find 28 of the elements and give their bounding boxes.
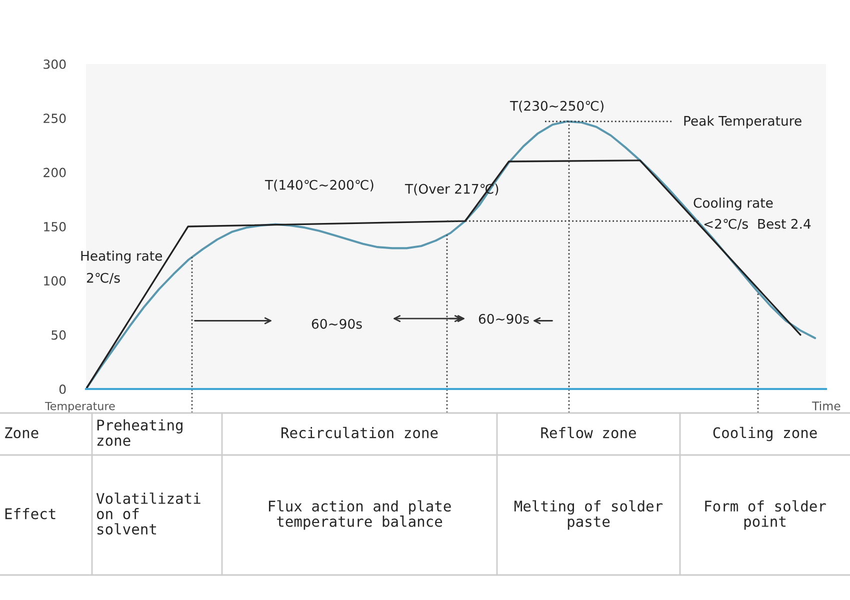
annotation: <2℃/s Best 2.4 [704,218,811,230]
text: Form of solder point [705,500,826,530]
text: Effect [5,508,56,520]
annotation: Cooling rate [694,198,773,210]
y-tick-label: 200 [44,168,66,178]
text: Cooling zone [713,426,817,442]
y-tick-label: 100 [44,276,66,286]
text: Volatilizati on of solvent [96,492,200,535]
annotation: 60~90s [478,314,529,324]
text: Zone [5,427,38,438]
annotation: 2℃/s [86,272,120,284]
y-tick-label: 250 [44,114,66,124]
y-tick-label: 300 [44,59,66,69]
text: Flux action and plate temperature balance [268,500,451,530]
annotation: Heating rate [81,250,162,264]
text: Recirculation zone [282,426,438,438]
text: Reflow zone [541,426,636,438]
annotation: T(230~250℃) [510,100,604,112]
y-tick-label: 150 [44,222,66,232]
text: Melting of solder paste [514,500,663,530]
x-axis-title: Time [812,401,840,410]
annotation: T(140℃~200℃) [264,180,374,192]
annotation: Peak Temperature [684,116,802,128]
y-tick-label: 0 [59,384,66,394]
y-tick-label: 50 [52,330,66,340]
y-axis-title: Temperature [44,402,115,412]
text: Preheating zone [97,419,182,446]
annotation: 60~90s [312,318,362,329]
